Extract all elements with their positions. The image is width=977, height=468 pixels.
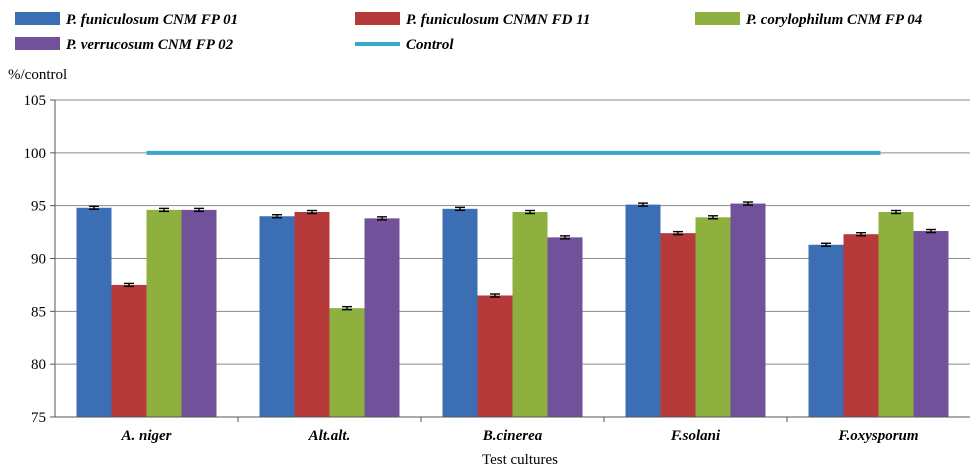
legend-swatch	[15, 12, 60, 25]
bar	[477, 295, 513, 417]
bar	[259, 216, 295, 417]
legend-label: P. funiculosum CNM FP 01	[66, 12, 238, 28]
y-tick-label: 95	[31, 199, 46, 215]
legend-entry: P. corylophilum CNM FP 04	[695, 12, 923, 28]
bar	[808, 244, 844, 417]
legend: P. funiculosum CNM FP 01 P. funiculosum C…	[15, 12, 923, 53]
legend-swatch	[355, 12, 400, 25]
legend-swatch	[15, 37, 60, 50]
legend-label: P. verrucosum CNM FP 02	[66, 37, 234, 53]
bar	[294, 212, 330, 417]
y-tick-label: 90	[31, 252, 46, 268]
x-axis: A. niger Alt.alt. B.cinerea F.solani F.oxysp…	[55, 416, 970, 444]
x-tick-label: F.solani	[670, 428, 721, 444]
legend-entry: P. funiculosum CNMN FD 11	[355, 12, 590, 28]
bar	[111, 284, 147, 417]
legend-entry: P. funiculosum CNM FP 01	[15, 12, 238, 28]
bar	[181, 209, 217, 417]
x-axis-title: Test cultures	[482, 452, 558, 468]
legend-entry: Control	[355, 37, 454, 53]
legend-label: Control	[406, 37, 454, 53]
bar	[843, 234, 879, 417]
y-tick-label: 75	[31, 410, 46, 426]
bar	[329, 308, 365, 417]
bar	[76, 207, 112, 417]
y-axis-title: %/control	[8, 67, 67, 83]
bar	[442, 208, 478, 417]
y-tick-label: 85	[31, 304, 46, 320]
bar	[878, 212, 914, 417]
bar	[547, 237, 583, 417]
legend-swatch	[695, 12, 740, 25]
bar	[146, 209, 182, 417]
y-axis: 75 80 85 90 95 100 105	[24, 93, 56, 426]
bar	[730, 203, 766, 417]
bar	[695, 217, 731, 417]
y-tick-label: 105	[24, 93, 47, 109]
bar	[660, 233, 696, 417]
x-tick-label: F.oxysporum	[837, 428, 918, 444]
bar	[364, 218, 400, 417]
legend-label: P. corylophilum CNM FP 04	[746, 12, 923, 28]
x-tick-label: A. niger	[120, 428, 171, 444]
y-tick-label: 100	[24, 146, 47, 162]
x-tick-label: B.cinerea	[482, 428, 543, 444]
plot-area	[76, 150, 949, 417]
bar	[512, 212, 548, 417]
bar	[625, 204, 661, 417]
y-tick-label: 80	[31, 357, 46, 373]
bar	[913, 231, 949, 417]
legend-label: P. funiculosum CNMN FD 11	[406, 12, 590, 28]
x-tick-label: Alt.alt.	[308, 428, 351, 444]
legend-entry: P. verrucosum CNM FP 02	[15, 37, 234, 53]
